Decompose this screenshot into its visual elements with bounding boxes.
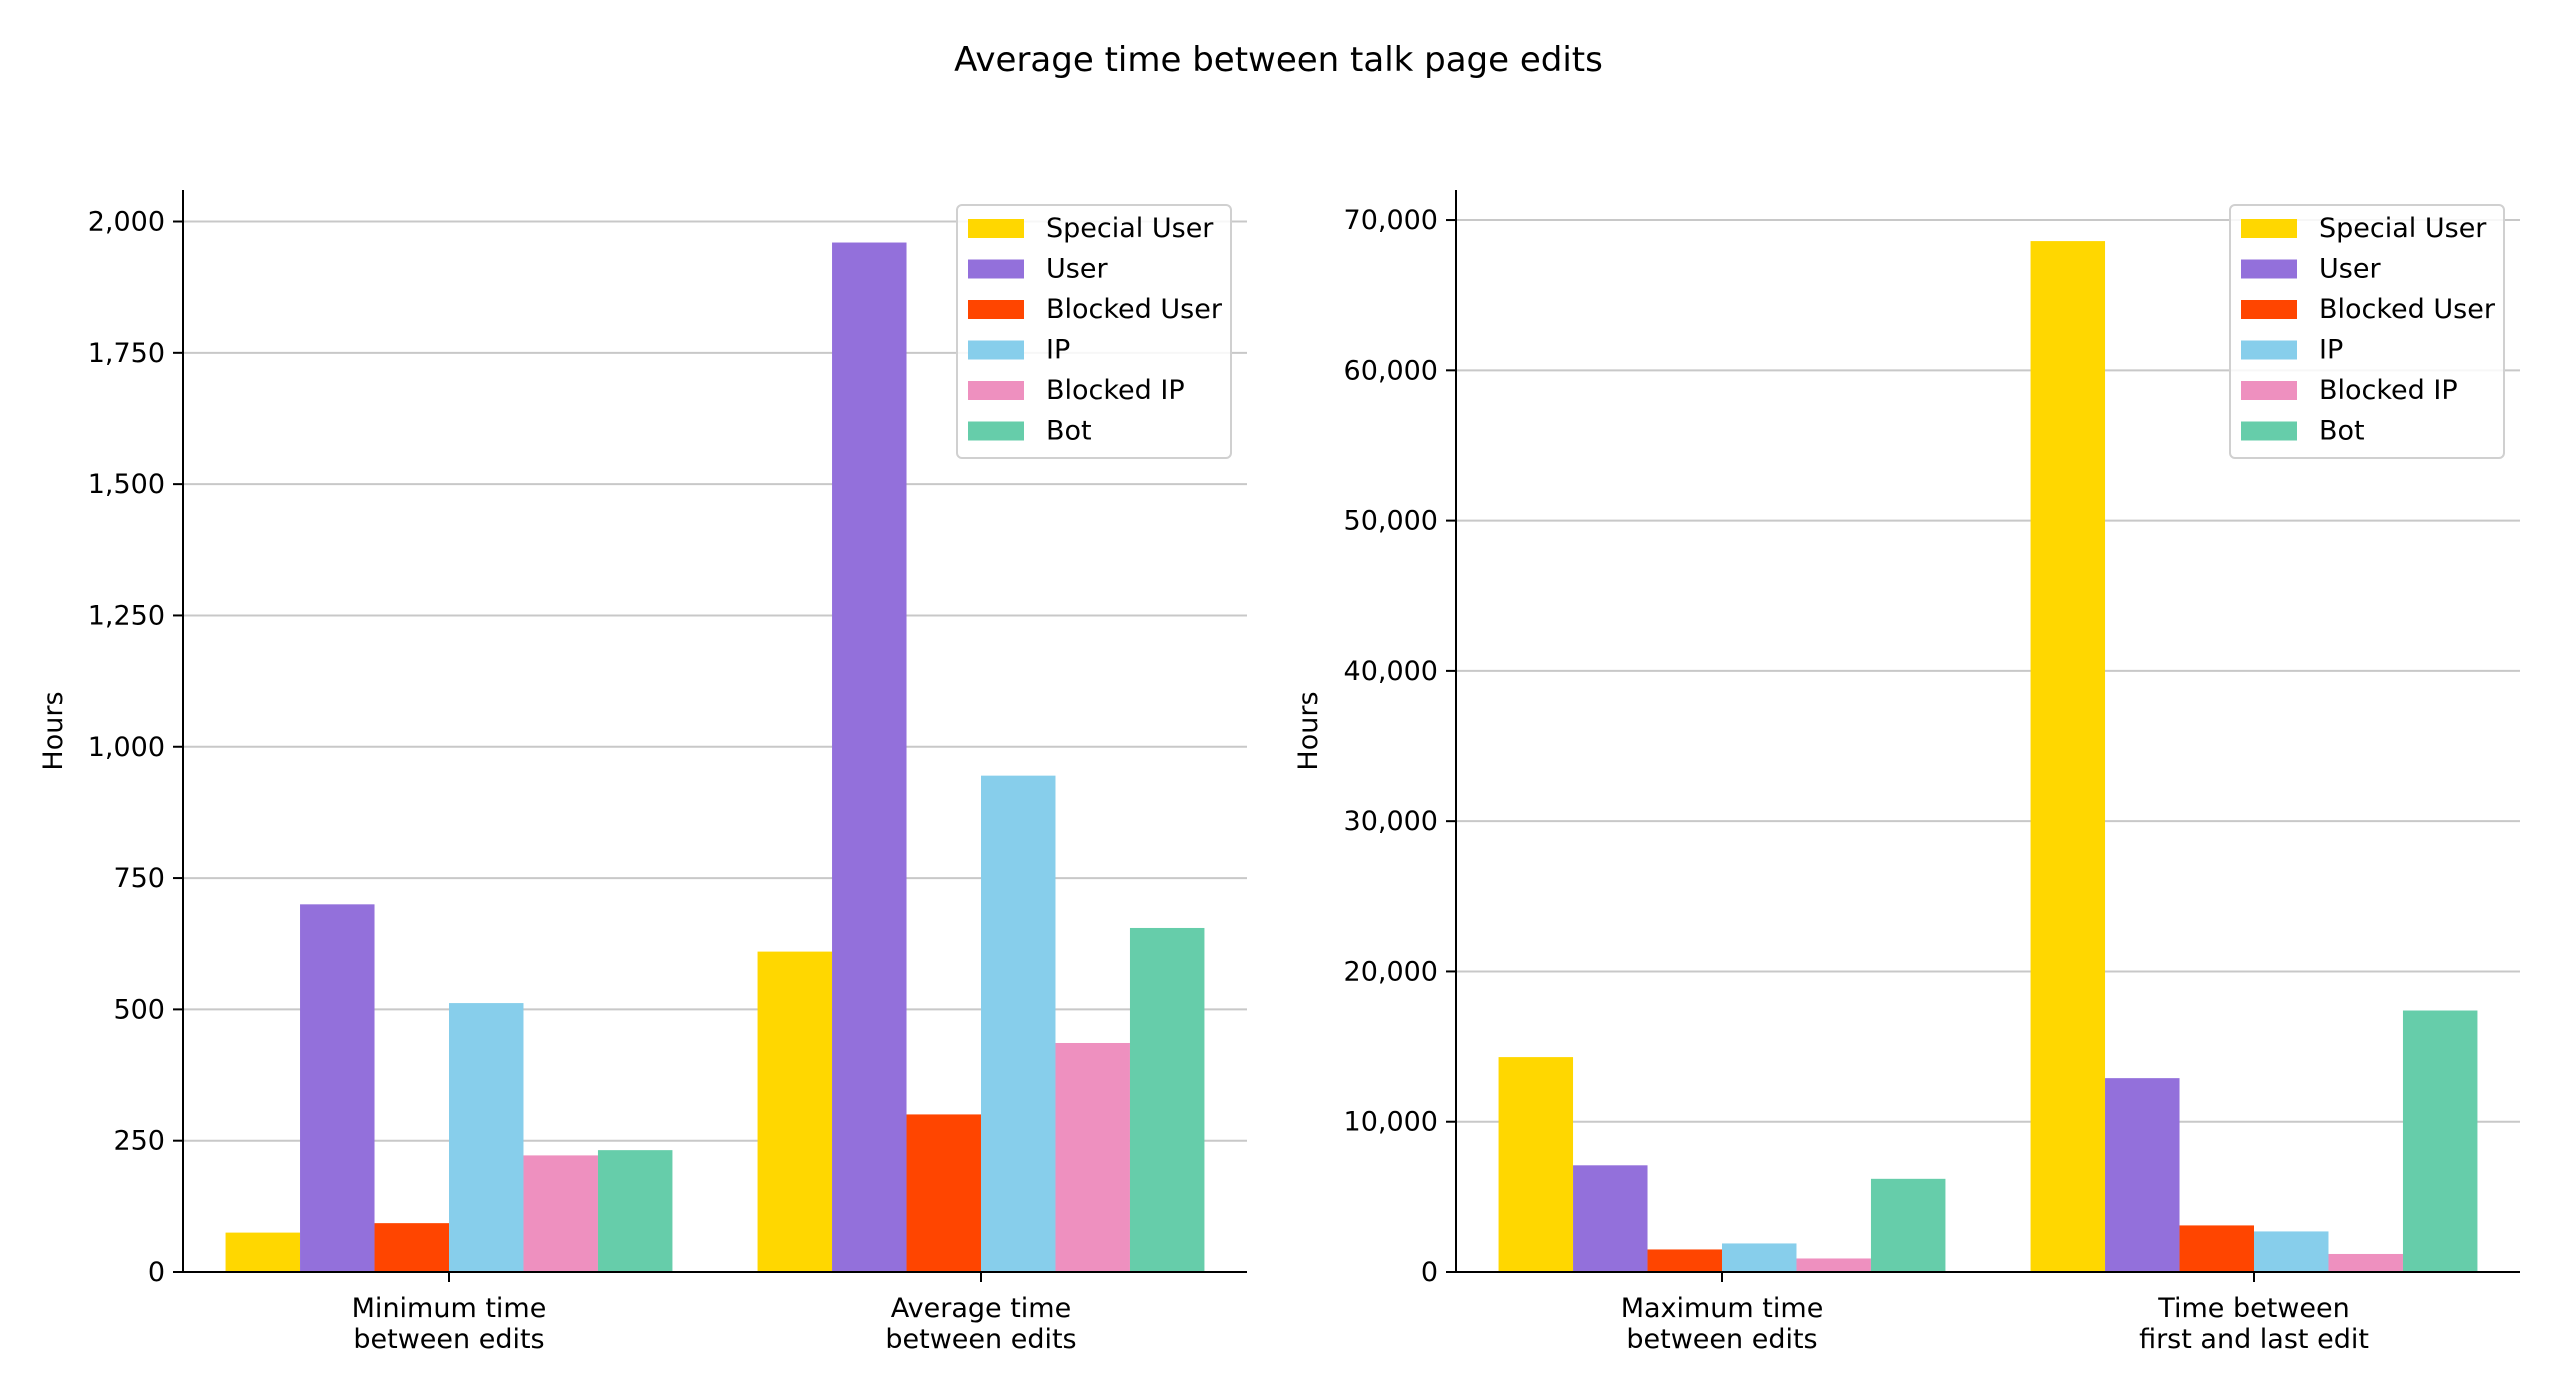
y-tick-label: 20,000 [1344, 956, 1438, 987]
bar-special-user-2 [2030, 241, 2106, 1272]
bar-ip-2 [981, 775, 1056, 1272]
legend-swatch-blocked-user [2241, 300, 2297, 319]
y-tick-label: 30,000 [1344, 806, 1438, 837]
y-tick-label: 750 [113, 863, 165, 894]
legend-label-blocked-user: Blocked User [1046, 294, 1223, 325]
x-tick-label: Time between first and last edit [2139, 1293, 2369, 1355]
bar-ip-1 [449, 1003, 524, 1272]
legend-label-bot: Bot [2319, 416, 2365, 447]
bar-bot-2 [2402, 1010, 2478, 1272]
y-tick-label: 50,000 [1344, 506, 1438, 537]
bar-blocked-user-1 [374, 1223, 449, 1272]
legend-swatch-blocked-user [968, 300, 1024, 319]
legend-label-ip: IP [2319, 335, 2343, 366]
y-tick-label: 0 [148, 1257, 165, 1288]
y-tick-label: 10,000 [1344, 1107, 1438, 1138]
legend-swatch-blocked-ip [2241, 381, 2297, 400]
bar-ip-2 [2254, 1231, 2329, 1272]
legend-label-special-user: Special User [1046, 213, 1214, 244]
bar-blocked-ip-2 [2328, 1253, 2403, 1272]
y-axis-label: Hours [1293, 691, 1324, 770]
bar-user-2 [2105, 1078, 2180, 1272]
bar-blocked-ip-1 [523, 1155, 598, 1272]
y-tick-label: 1,000 [88, 732, 165, 763]
chart-panel-1: 0 250 500 750 1,000 1,250 1,500 1,750 2,000 Hours… [38, 190, 1247, 1355]
bar-bot-2 [1129, 927, 1205, 1272]
legend: Special User User Blocked User IP Blocked IP… [956, 204, 1232, 459]
legend-label-bot: Bot [1046, 416, 1092, 447]
bar-user-2 [832, 242, 907, 1272]
legend-swatch-ip [968, 340, 1024, 360]
bar-special-user-1 [1498, 1057, 1574, 1272]
legend-label-blocked-user: Blocked User [2319, 294, 2496, 325]
legend-swatch-user [968, 259, 1024, 279]
legend-label-user: User [1046, 254, 1108, 285]
y-tick-label: 1,250 [88, 600, 165, 631]
chart-panel-2: 0 10,000 20,000 30,000 40,000 50,000 60,000 70,… [1293, 190, 2520, 1355]
bar-blocked-ip-2 [1055, 1042, 1130, 1272]
y-tick-label: 0 [1421, 1257, 1438, 1288]
legend-swatch-special-user [2241, 219, 2297, 238]
x-tick-label: Average time between edits [885, 1293, 1076, 1355]
bar-blocked-user-2 [2179, 1225, 2254, 1272]
bar-user-1 [1573, 1165, 1648, 1272]
bar-blocked-ip-1 [1796, 1258, 1871, 1272]
legend-label-user: User [2319, 254, 2381, 285]
y-tick-label: 1,500 [88, 469, 165, 500]
legend-swatch-bot [968, 421, 1024, 441]
chart-title: Average time between talk page edits [954, 40, 1603, 80]
bar-ip-1 [1722, 1243, 1797, 1272]
legend: Special User User Blocked User IP Blocked IP… [2229, 204, 2505, 459]
legend-label-blocked-ip: Blocked IP [1046, 375, 1185, 406]
x-tick-label: Minimum time between edits [352, 1293, 547, 1355]
x-tick-label: Maximum time between edits [1621, 1293, 1824, 1355]
y-tick-label: 2,000 [88, 207, 165, 238]
bar-blocked-user-2 [906, 1114, 981, 1272]
legend-frame [956, 204, 1232, 459]
y-tick-label: 60,000 [1344, 355, 1438, 386]
legend-label-blocked-ip: Blocked IP [2319, 375, 2458, 406]
y-tick-label: 70,000 [1344, 205, 1438, 236]
y-tick-label: 1,750 [88, 338, 165, 369]
bar-user-1 [300, 904, 375, 1272]
legend-swatch-user [2241, 259, 2297, 279]
bar-special-user-1 [225, 1232, 301, 1272]
y-tick-label: 250 [113, 1126, 165, 1157]
legend-frame [2229, 204, 2505, 459]
bar-special-user-2 [757, 951, 833, 1272]
legend-swatch-blocked-ip [968, 381, 1024, 400]
y-tick-label: 40,000 [1344, 656, 1438, 687]
bar-blocked-user-1 [1647, 1249, 1722, 1272]
legend-label-ip: IP [1046, 335, 1070, 366]
legend-swatch-ip [2241, 340, 2297, 360]
bar-bot-1 [1870, 1178, 1946, 1272]
y-tick-label: 500 [113, 994, 165, 1025]
bar-bot-1 [597, 1150, 673, 1272]
legend-swatch-special-user [968, 219, 1024, 238]
y-axis-label: Hours [38, 691, 69, 770]
legend-swatch-bot [2241, 421, 2297, 441]
legend-label-special-user: Special User [2319, 213, 2487, 244]
